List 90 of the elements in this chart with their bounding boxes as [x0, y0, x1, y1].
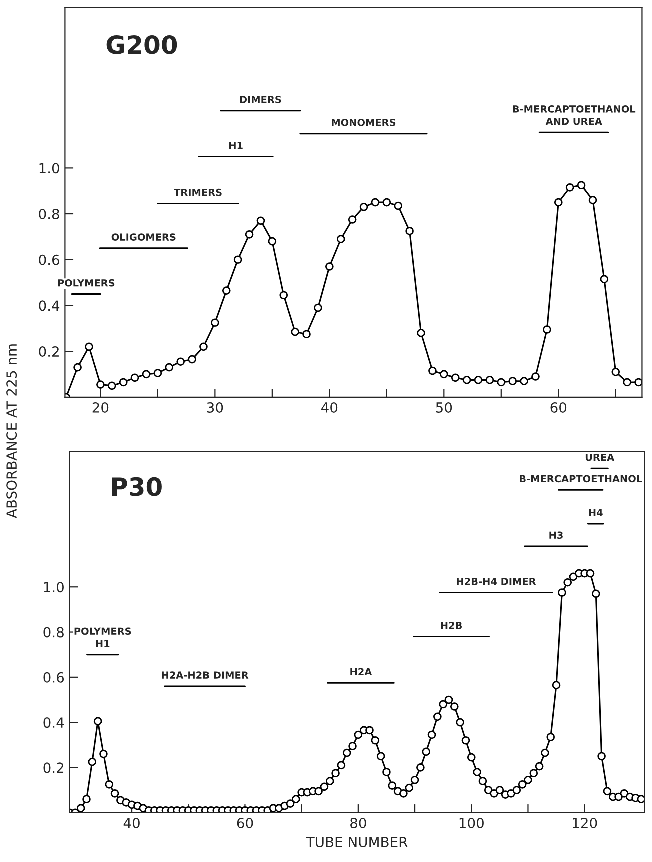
x-tick-label: 30 — [207, 402, 224, 413]
point — [326, 262, 334, 271]
point — [508, 377, 518, 386]
point — [462, 376, 472, 384]
text: P30 — [112, 477, 162, 496]
point — [612, 368, 620, 376]
x-tick-label: 60 — [237, 818, 254, 828]
point — [360, 202, 368, 212]
point — [577, 181, 586, 190]
point — [291, 328, 300, 336]
y-tick-label: 1.0 — [44, 582, 64, 593]
series-label: MONOMERS — [332, 119, 396, 126]
point — [532, 372, 540, 381]
point — [280, 291, 288, 300]
series-label: H4 — [589, 509, 603, 516]
point — [451, 374, 460, 382]
point — [256, 216, 266, 226]
text: G200 — [106, 35, 178, 54]
series-label: H2B-H4 DIMER — [457, 578, 536, 586]
x-axis-title: TUBE NUMBER — [306, 837, 408, 848]
point — [142, 370, 151, 379]
point — [85, 342, 94, 352]
point — [554, 198, 563, 207]
point — [268, 237, 277, 246]
series-label: POLYMERS — [58, 279, 115, 287]
point — [474, 376, 483, 384]
series-label: H1 — [230, 142, 243, 150]
series-label: H3 — [550, 532, 563, 540]
y-tick-label: 0.4 — [44, 718, 64, 728]
point — [222, 286, 231, 295]
y-tick-label: 0.4 — [39, 300, 60, 312]
y-tick-label: 0.6 — [44, 672, 64, 683]
series-label: DIMERS — [240, 96, 282, 104]
series-label: POLYMERS H1 — [74, 628, 132, 648]
x-tick-label: 40 — [124, 818, 140, 828]
point — [336, 235, 346, 244]
y-tick-label: 1.0 — [40, 163, 60, 174]
point — [165, 363, 174, 372]
y-tick-label: 0.8 — [44, 627, 64, 638]
point — [302, 330, 311, 339]
point — [394, 202, 403, 210]
series-label: B-MERCAPTOETHANOL AND UREA — [513, 106, 636, 126]
x-tick-label: 100 — [460, 818, 484, 828]
point — [623, 378, 632, 387]
series-label: TRIMERS — [174, 188, 222, 196]
y-tick-label: 0.2 — [39, 346, 59, 358]
y-tick-label: 0.6 — [39, 254, 60, 266]
point — [314, 304, 322, 312]
x-tick-label: 60 — [550, 402, 567, 413]
point — [176, 358, 185, 366]
point — [600, 275, 609, 284]
point — [588, 196, 598, 204]
series-label: H2A — [350, 668, 372, 676]
point — [188, 355, 196, 364]
point — [543, 326, 552, 334]
series-label: OLIGOMERS — [112, 234, 176, 241]
x-tick-label: 20 — [92, 402, 109, 413]
x-tick-label: 40 — [322, 402, 338, 413]
series-label: H2B — [441, 622, 462, 630]
point — [520, 377, 528, 386]
x-tick-label: 80 — [350, 818, 366, 828]
point — [428, 366, 437, 376]
point — [211, 318, 220, 328]
point — [234, 256, 242, 264]
point — [486, 376, 494, 384]
point — [371, 198, 380, 207]
point — [119, 378, 128, 387]
y-axis-title: ABSORBANCE AT 225 nm — [6, 344, 18, 518]
point — [497, 378, 506, 387]
point — [440, 370, 448, 379]
point — [406, 227, 414, 236]
series-label: B-MERCAPTOETHANOL — [520, 475, 642, 483]
series-label: UREA — [586, 454, 615, 462]
point — [108, 382, 116, 390]
x-tick-label: 120 — [573, 818, 598, 828]
x-tick-label: 50 — [436, 402, 452, 413]
point — [200, 342, 208, 352]
point — [74, 363, 82, 372]
y-tick-label: 0.8 — [39, 209, 60, 220]
point — [382, 198, 392, 207]
point — [96, 380, 105, 389]
point — [245, 230, 254, 239]
point — [634, 378, 642, 387]
series-label: H2A-H2B DIMER — [162, 672, 249, 679]
point — [154, 369, 162, 378]
point — [417, 329, 426, 338]
point — [348, 216, 357, 224]
point — [566, 184, 574, 192]
point — [130, 374, 140, 382]
y-tick-label: 0.2 — [44, 762, 64, 774]
